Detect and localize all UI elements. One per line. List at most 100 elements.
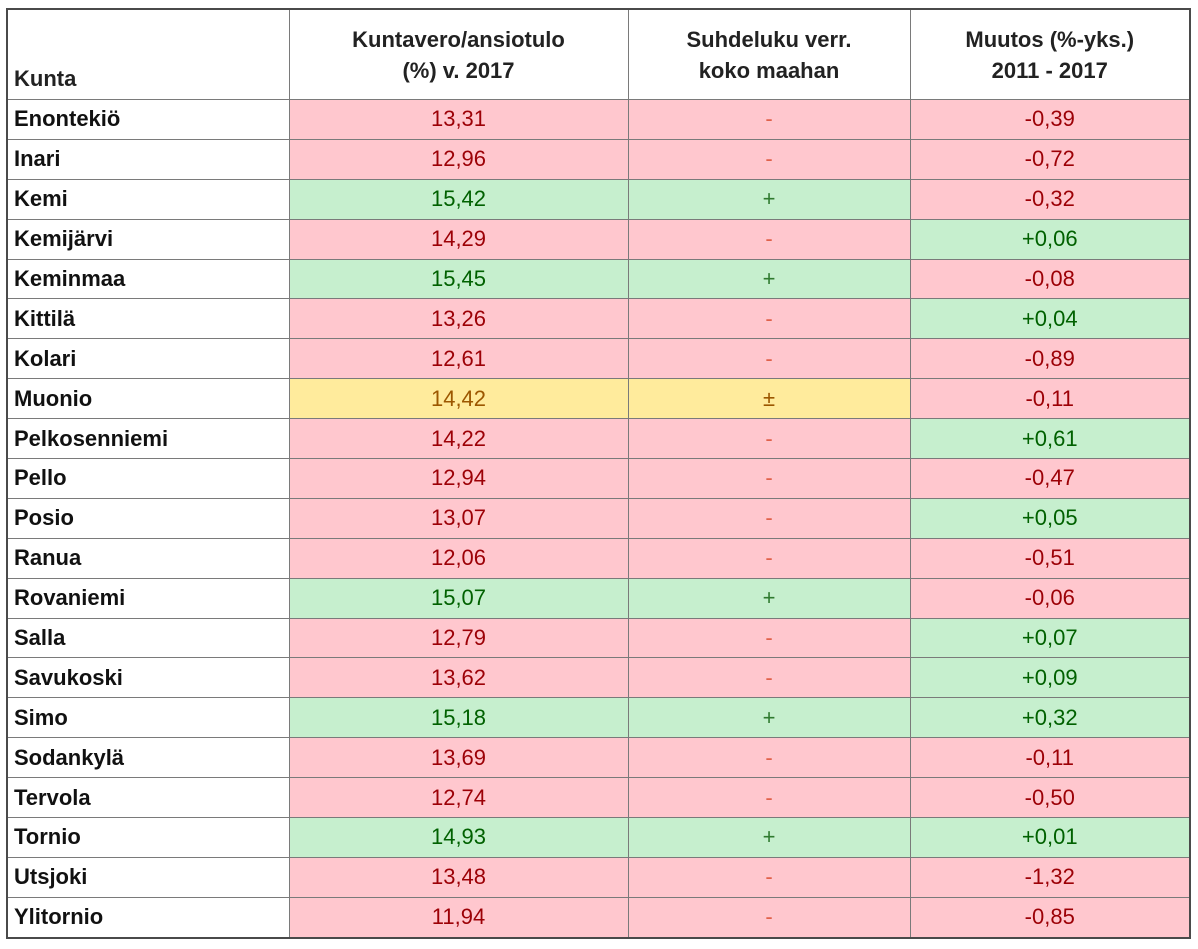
table-container: Kunta Kuntavero/ansiotulo (%) v. 2017 Su…: [6, 8, 1191, 939]
table-body: Enontekiö 13,31- -0,39 Inari 12,96- -0,72 Kemi…: [6, 99, 1191, 939]
cell-ratio: +: [627, 178, 911, 220]
cell-ratio: -: [627, 99, 911, 140]
header-ratio-line1: Suhdeluku verr.: [686, 26, 852, 52]
cell-ratio: -: [627, 138, 911, 180]
cell-ratio: +: [627, 817, 911, 858]
cell-kunta: Kittilä: [6, 298, 290, 340]
cell-tax-rate: 15,42: [288, 178, 629, 220]
header-ratio-line2: koko maahan: [698, 57, 840, 83]
cell-kunta: Ylitornio: [6, 896, 290, 939]
table-row: Ranua 12,06- -0,51: [6, 537, 1191, 579]
header-kunta-label: Kunta: [14, 66, 77, 92]
cell-tax-rate: 13,07: [288, 497, 629, 539]
cell-kunta: Inari: [6, 138, 290, 180]
cell-kunta: Enontekiö: [6, 99, 290, 140]
cell-change: -0,50: [909, 777, 1191, 819]
cell-kunta: Kemi: [6, 178, 290, 220]
cell-kunta: Pelkosenniemi: [6, 418, 290, 460]
cell-ratio: -: [627, 537, 911, 579]
table-header: Kunta Kuntavero/ansiotulo (%) v. 2017 Su…: [6, 8, 1191, 100]
table-row: Pelkosenniemi 14,22- +0,61: [6, 418, 1191, 460]
cell-kunta: Sodankylä: [6, 737, 290, 779]
cell-ratio: -: [627, 896, 911, 939]
table-row: Ylitornio 11,94- -0,85: [6, 896, 1191, 939]
cell-tax-rate: 12,06: [288, 537, 629, 579]
cell-ratio: -: [627, 497, 911, 539]
cell-tax-rate: 13,26: [288, 298, 629, 340]
cell-change: +0,61: [909, 418, 1191, 460]
table-row: Tervola 12,74- -0,50: [6, 777, 1191, 819]
cell-tax-rate: 15,18: [288, 697, 629, 739]
cell-kunta: Utsjoki: [6, 856, 290, 898]
cell-kunta: Savukoski: [6, 657, 290, 699]
cell-ratio: -: [627, 657, 911, 699]
table-row: Enontekiö 13,31- -0,39: [6, 99, 1191, 140]
cell-tax-rate: 12,79: [288, 617, 629, 659]
cell-ratio: -: [627, 856, 911, 898]
table-row: Tornio 14,93 + +0,01: [6, 817, 1191, 858]
cell-tax-rate: 14,93: [288, 817, 629, 858]
cell-tax-rate: 12,61: [288, 338, 629, 380]
header-tax-rate-line1: Kuntavero/ansiotulo: [352, 26, 565, 52]
header-tax-rate: Kuntavero/ansiotulo (%) v. 2017: [288, 8, 629, 100]
cell-ratio: +: [627, 697, 911, 739]
cell-change: +0,09: [909, 657, 1191, 699]
cell-kunta: Kolari: [6, 338, 290, 380]
municipal-tax-table: Kunta Kuntavero/ansiotulo (%) v. 2017 Su…: [6, 8, 1191, 939]
cell-ratio: +: [627, 258, 911, 300]
cell-change: -1,32: [909, 856, 1191, 898]
cell-change: -0,11: [909, 737, 1191, 779]
header-change: Muutos (%-yks.) 2011 - 2017: [909, 8, 1191, 100]
header-change-line2: 2011 - 2017: [991, 57, 1108, 83]
cell-tax-rate: 13,69: [288, 737, 629, 779]
cell-tax-rate: 14,42: [288, 378, 629, 420]
cell-tax-rate: 14,29: [288, 218, 629, 260]
cell-change: -0,72: [909, 138, 1191, 180]
table-row: Savukoski 13,62- +0,09: [6, 657, 1191, 699]
cell-kunta: Keminmaa: [6, 258, 290, 300]
cell-ratio: +: [627, 577, 911, 619]
cell-kunta: Muonio: [6, 378, 290, 420]
cell-kunta: Kemijärvi: [6, 218, 290, 260]
cell-tax-rate: 14,22: [288, 418, 629, 460]
cell-tax-rate: 13,48: [288, 856, 629, 898]
cell-ratio: -: [627, 218, 911, 260]
cell-tax-rate: 12,74: [288, 777, 629, 819]
table-row: Keminmaa 15,45 + -0,08: [6, 258, 1191, 300]
table-row: Rovaniemi 15,07 + -0,06: [6, 577, 1191, 619]
cell-change: -0,89: [909, 338, 1191, 380]
cell-kunta: Tervola: [6, 777, 290, 819]
table-row: Utsjoki 13,48- -1,32: [6, 856, 1191, 898]
header-change-line1: Muutos (%-yks.): [965, 26, 1135, 52]
table-row: Simo 15,18 + +0,32: [6, 697, 1191, 739]
header-ratio: Suhdeluku verr. koko maahan: [627, 8, 911, 100]
table-row: Muonio 14,42 ± -0,11: [6, 378, 1191, 420]
cell-ratio: -: [627, 298, 911, 340]
header-kunta: Kunta: [6, 8, 290, 100]
table-row: Kittilä 13,26- +0,04: [6, 298, 1191, 340]
cell-change: +0,07: [909, 617, 1191, 659]
cell-change: -0,32: [909, 178, 1191, 220]
cell-change: -0,51: [909, 537, 1191, 579]
table-row: Kemi 15,42 + -0,32: [6, 178, 1191, 220]
cell-change: +0,32: [909, 697, 1191, 739]
cell-change: -0,39: [909, 99, 1191, 140]
cell-tax-rate: 15,07: [288, 577, 629, 619]
cell-change: +0,06: [909, 218, 1191, 260]
cell-kunta: Tornio: [6, 817, 290, 858]
header-row: Kunta Kuntavero/ansiotulo (%) v. 2017 Su…: [6, 8, 1191, 100]
cell-tax-rate: 13,31: [288, 99, 629, 140]
cell-kunta: Simo: [6, 697, 290, 739]
table-row: Salla 12,79- +0,07: [6, 617, 1191, 659]
cell-change: +0,04: [909, 298, 1191, 340]
cell-ratio: ±: [627, 378, 911, 420]
header-tax-rate-line2: (%) v. 2017: [402, 57, 515, 83]
cell-tax-rate: 13,62: [288, 657, 629, 699]
cell-tax-rate: 11,94: [288, 896, 629, 939]
cell-ratio: -: [627, 418, 911, 460]
cell-ratio: -: [627, 617, 911, 659]
table-row: Pello 12,94- -0,47: [6, 458, 1191, 499]
cell-tax-rate: 15,45: [288, 258, 629, 300]
cell-kunta: Rovaniemi: [6, 577, 290, 619]
cell-kunta: Pello: [6, 458, 290, 499]
